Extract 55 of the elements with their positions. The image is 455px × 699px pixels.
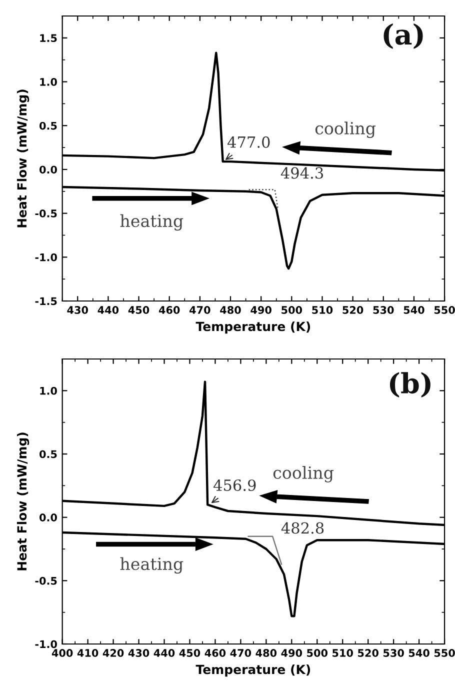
x-tick-label: 540 — [408, 649, 430, 657]
x-axis-title: Temperature (K) — [196, 664, 310, 677]
x-tick-label: 530 — [373, 306, 394, 314]
x-tick-label: 530 — [384, 649, 404, 657]
y-tick-label: 1.0 — [40, 386, 57, 395]
x-tick-label: 490 — [250, 306, 272, 314]
x-tick-label: 550 — [434, 649, 455, 657]
x-tick-label: 410 — [77, 649, 98, 657]
y-tick-label: 1.5 — [40, 34, 57, 42]
x-tick-label: 420 — [102, 649, 124, 657]
y-tick-label: -0.5 — [35, 576, 57, 585]
annotation: heating — [120, 557, 184, 574]
x-tick-label: 510 — [312, 306, 333, 314]
x-tick-label: 470 — [230, 649, 252, 657]
y-tick-label: -1.0 — [35, 640, 57, 648]
x-tick-label: 510 — [332, 649, 353, 657]
x-tick-label: 550 — [434, 306, 455, 314]
annotation: cooling — [315, 122, 376, 138]
x-tick-label: 440 — [98, 306, 119, 314]
y-tick-label: -0.5 — [35, 210, 57, 218]
annotation: (a) — [384, 23, 423, 49]
x-tick-label: 430 — [67, 306, 88, 314]
x-tick-label: 520 — [342, 306, 364, 314]
x-tick-label: 470 — [190, 306, 210, 314]
y-tick-label: -1.0 — [35, 253, 57, 262]
y-tick-label: -1.5 — [35, 297, 57, 306]
y-tick-label: 0.5 — [40, 122, 57, 130]
x-tick-label: 400 — [52, 649, 73, 657]
annotation: 494.3 — [280, 167, 323, 179]
annotation: heating — [120, 214, 184, 231]
y-tick-label: 1.0 — [40, 78, 57, 86]
x-tick-label: 450 — [179, 649, 200, 657]
annotation: cooling — [273, 466, 334, 482]
annotation: 477.0 — [227, 136, 270, 148]
y-tick-label: 0.0 — [40, 166, 57, 174]
x-tick-label: 430 — [128, 649, 150, 657]
y-axis-title: Heat Flow (mW/mg) — [16, 432, 30, 570]
x-tick-label: 450 — [128, 306, 150, 314]
x-tick-label: 520 — [358, 649, 378, 657]
x-axis-title: Temperature (K) — [196, 322, 310, 334]
x-tick-label: 460 — [158, 306, 180, 314]
x-tick-label: 540 — [404, 306, 424, 314]
x-tick-label: 500 — [282, 306, 302, 314]
x-tick-label: 480 — [220, 306, 241, 314]
y-tick-label: 0.0 — [40, 514, 57, 522]
x-tick-label: 440 — [154, 649, 175, 657]
y-tick-label: 0.5 — [40, 450, 57, 458]
annotation: (b) — [390, 372, 430, 398]
x-tick-label: 480 — [256, 649, 277, 657]
annotation: 456.9 — [213, 479, 256, 491]
x-tick-label: 460 — [204, 649, 226, 657]
x-tick-label: 490 — [281, 649, 302, 657]
x-tick-label: 500 — [307, 649, 328, 657]
y-axis-title: Heat Flow (mW/mg) — [16, 90, 30, 228]
annotation: 482.8 — [281, 522, 324, 534]
